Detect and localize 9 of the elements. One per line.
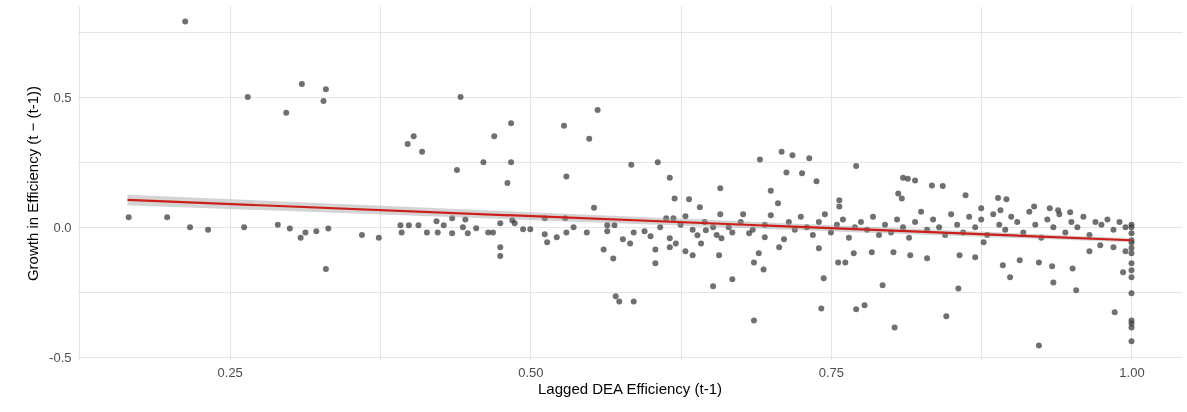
y-tick-label: 0.5 [53, 89, 72, 105]
x-axis-title: Lagged DEA Efficiency (t-1) [538, 379, 722, 397]
x-tick-label: 0.75 [818, 364, 845, 380]
y-tick-label: -0.5 [49, 349, 72, 365]
x-tick-label: 0.25 [217, 364, 243, 380]
x-tick-label: 0.50 [518, 364, 544, 380]
x-tick-label: 1.00 [1119, 364, 1145, 380]
y-tick-label: 0.0 [53, 219, 72, 235]
y-axis-title: Growth in Efficiency (t − (t-1)) [24, 85, 42, 282]
